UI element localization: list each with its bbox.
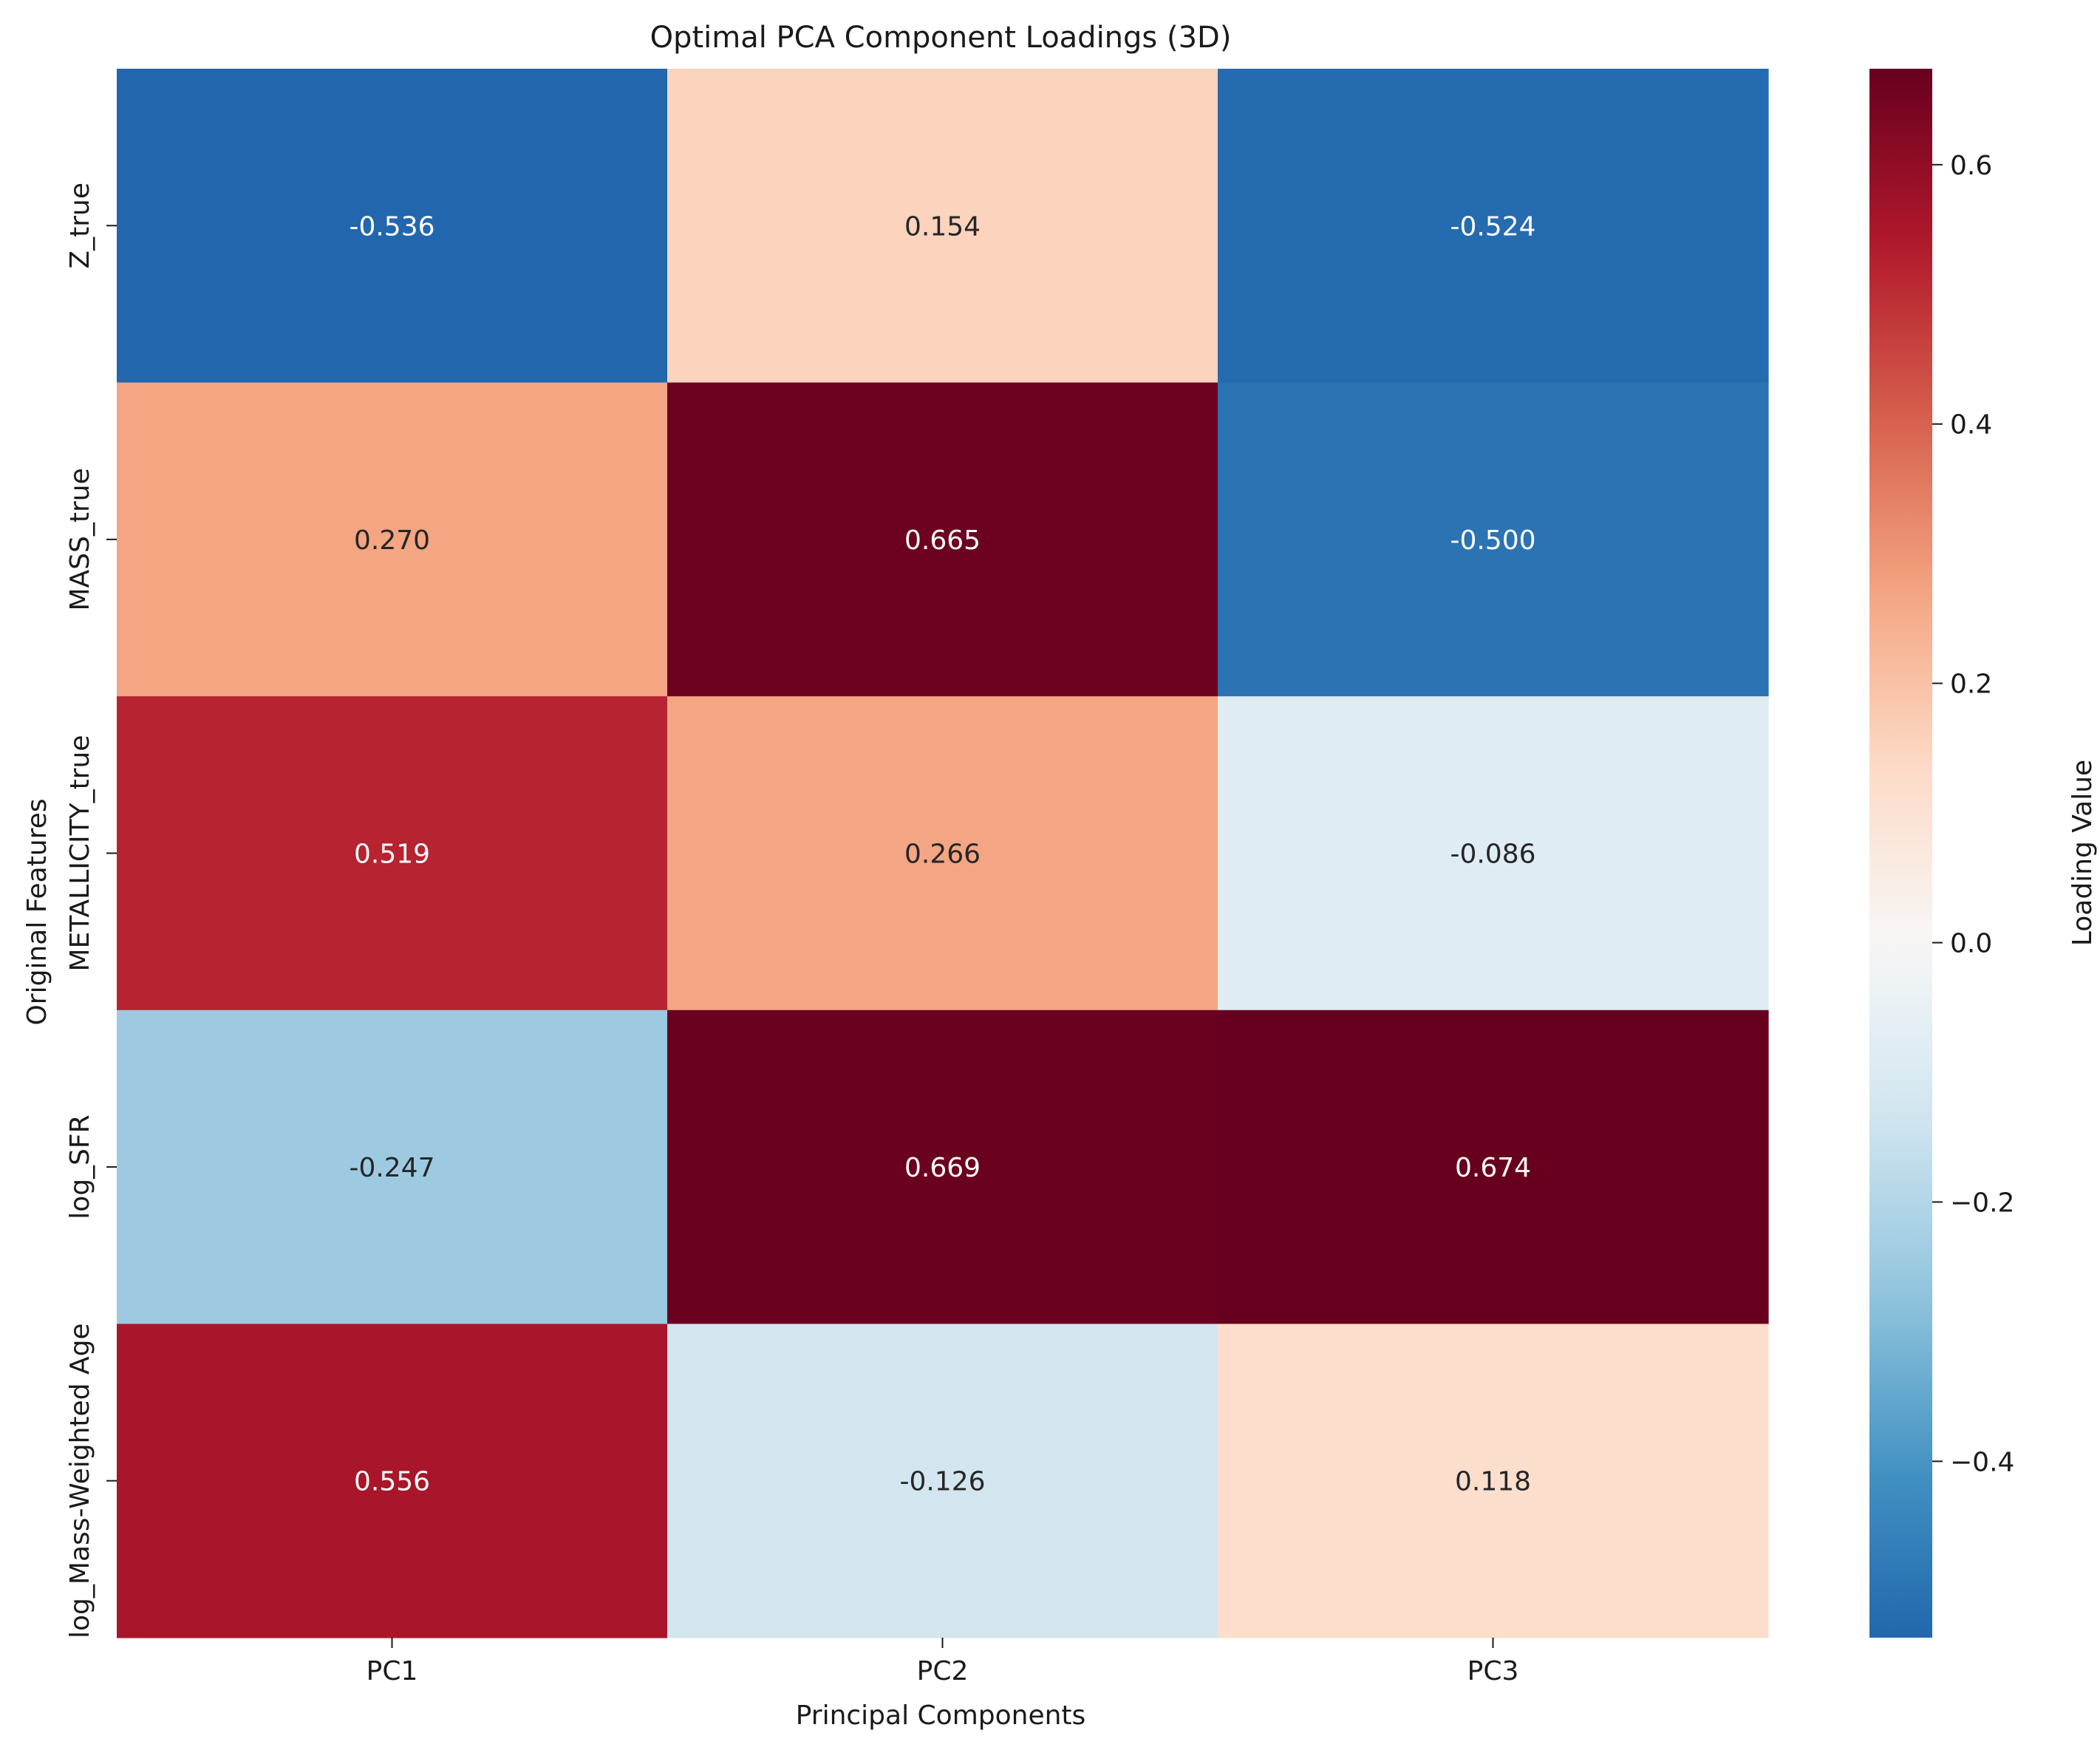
y-tick-label: METALLICITY_true [65,735,95,972]
heatmap-cells: -0.536 0.154 -0.524 0.270 0.665 -0.500 0.519 0.… [117,69,1769,1638]
cell-value-label: 0.674 [1455,1153,1531,1183]
heatmap-cell [1218,1010,1769,1324]
heatmap-cell [667,696,1218,1011]
y-axis: Z_true MASS_true METALLICITY_true log_SFRlo… [65,183,117,1638]
cell-value-label: -0.500 [1450,525,1535,556]
heatmap-cell [117,382,668,697]
cell-value-label: -0.536 [349,211,434,242]
heatmap-cell [667,1010,1218,1324]
cell-value-label: 0.556 [354,1467,430,1497]
x-axis: PC1 PC2 PC3 [367,1638,1519,1686]
colorbar-tick-label: 0.2 [1950,670,1992,700]
x-tick-label: PC1 [367,1656,418,1686]
colorbar-tick-label: −0.2 [1950,1188,2014,1218]
heatmap-cell [1218,1324,1769,1638]
y-tick-label: MASS_true [65,468,95,610]
cell-value-label: 0.669 [904,1153,981,1183]
cell-value-label: 0.118 [1455,1467,1531,1497]
cell-value-label: 0.665 [904,525,981,556]
heatmap-cell [667,1324,1218,1638]
heatmap-cell [667,382,1218,697]
y-tick-label: log_SFR [65,1114,95,1219]
cell-value-label: 0.266 [904,840,981,870]
heatmap-cell [117,1010,668,1324]
x-tick-label: PC3 [1467,1656,1519,1686]
cell-value-label: -0.524 [1450,211,1535,242]
x-axis-label: Principal Components [796,1700,1086,1731]
heatmap-cell [117,1324,668,1638]
heatmap-cell [117,696,668,1011]
heatmap-cell [1218,69,1769,384]
y-tick-label: Z_true [65,183,95,269]
colorbar: −0.4 −0.2 0.0 0.2 0.4 0.6 [1869,69,2014,1638]
y-axis-label: Original Features [22,798,52,1025]
x-tick-label: PC2 [917,1656,969,1686]
heatmap-cell [117,69,668,384]
cell-value-label: -0.126 [899,1467,985,1497]
cell-value-label: -0.247 [349,1153,434,1183]
cell-value-label: 0.154 [904,211,981,242]
colorbar-tick-label: 0.0 [1950,929,1992,959]
colorbar-tick-label: 0.4 [1950,410,1992,440]
heatmap-cell [1218,382,1769,697]
heatmap-cell [667,69,1218,384]
cell-value-label: -0.086 [1450,840,1535,870]
cell-value-label: 0.270 [354,525,430,556]
chart-title: Optimal PCA Component Loadings (3D) [650,21,1232,55]
heatmap-cell [1218,696,1769,1011]
colorbar-tick-label: 0.6 [1950,151,1992,181]
colorbar-label: Loading Value [2067,760,2098,946]
y-tick-label: log_Mass-Weighted Age [65,1323,95,1638]
colorbar-tick-label: −0.4 [1950,1447,2014,1477]
cell-value-label: 0.519 [354,840,430,870]
colorbar-gradient [1869,69,1932,1638]
